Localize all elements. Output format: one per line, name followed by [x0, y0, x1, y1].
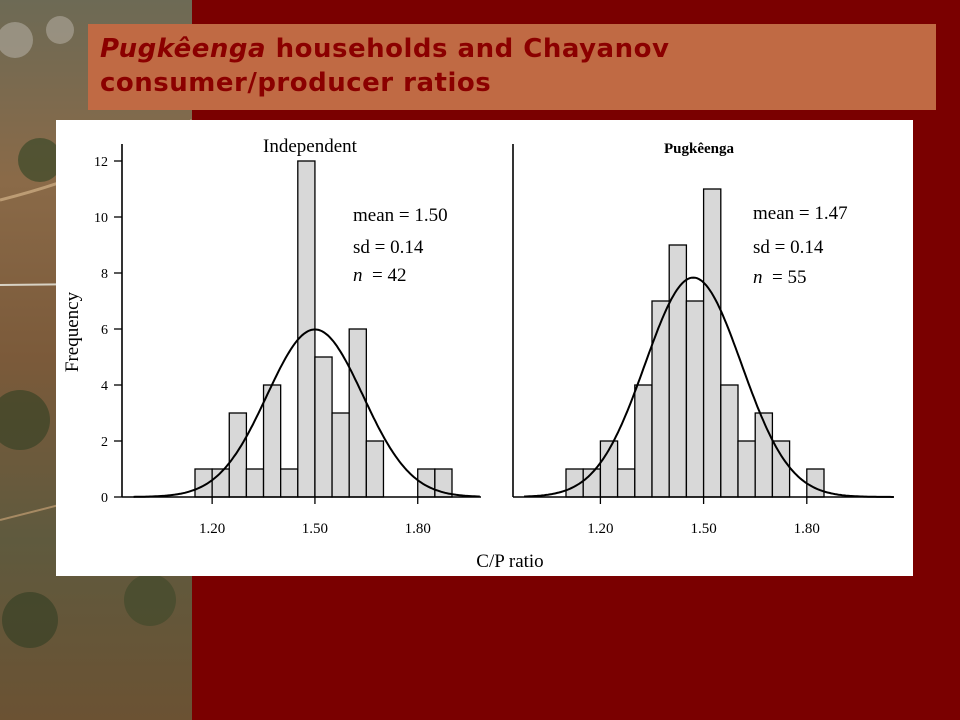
- right-n-value: = 55: [772, 267, 806, 288]
- right-n-label: n: [753, 267, 763, 288]
- histogram-bar: [806, 468, 825, 498]
- slide-title-rest: households and Chayanov consumer/produce…: [100, 34, 670, 98]
- x-tick-label: 1.80: [405, 521, 431, 537]
- y-axis-label: Frequency: [62, 291, 83, 372]
- x-tick-label: 1.20: [199, 521, 225, 537]
- histogram-bar: [331, 412, 350, 498]
- y-tick-label: 2: [101, 435, 108, 450]
- histogram-bar: [651, 300, 670, 498]
- right-normal-curve: [524, 276, 894, 498]
- left-n-value: = 42: [372, 265, 406, 286]
- histogram-bar: [348, 328, 367, 498]
- left-chart-title: Independent: [263, 136, 358, 157]
- histogram-bar: [771, 440, 791, 498]
- histogram-bar: [365, 440, 385, 498]
- histogram-bar: [262, 384, 282, 498]
- histogram-bar: [280, 468, 299, 498]
- x-tick-label: 1.50: [302, 521, 328, 537]
- slide-title-bar: Pugkêenga households and Chayanov consum…: [88, 24, 936, 110]
- histogram-bar: [616, 468, 636, 498]
- x-tick-label: 1.80: [794, 521, 820, 537]
- x-tick-label: 1.20: [587, 521, 613, 537]
- histogram-bar: [314, 356, 333, 498]
- histogram-bar: [634, 384, 653, 498]
- left-n-label: n: [353, 265, 363, 286]
- histogram-bar: [737, 440, 756, 498]
- right-chart-title: Pugkêenga: [664, 141, 735, 157]
- y-tick-label: 0: [101, 491, 108, 506]
- slide-title-italic: Pugkêenga: [100, 34, 267, 64]
- left-mean-label: mean = 1.50: [353, 205, 448, 226]
- histogram-bar: [228, 412, 248, 498]
- y-tick-label: 10: [94, 211, 108, 226]
- right-sd-label: sd = 0.14: [753, 237, 824, 258]
- y-tick-label: 6: [101, 323, 108, 338]
- left-sd-label: sd = 0.14: [353, 237, 424, 258]
- right-mean-label: mean = 1.47: [753, 203, 848, 224]
- right-histogram: 1.20 1.50 1.80 Pugkêenga mean = 1.47 sd = …: [512, 141, 894, 537]
- histogram-bar: [754, 412, 774, 498]
- histogram-bar: [245, 468, 265, 498]
- x-axis-label: C/P ratio: [476, 551, 543, 572]
- histogram-bar: [702, 188, 722, 498]
- y-tick-label: 8: [101, 267, 108, 282]
- y-tick-label: 4: [101, 379, 108, 394]
- y-tick-label: 12: [94, 155, 108, 170]
- histogram-figure: 0 2 4 6 8 10 12 1.20 1.50 1.80 Independent mean =…: [62, 136, 894, 572]
- histogram-bar: [720, 384, 739, 498]
- chart-panel: 0 2 4 6 8 10 12 1.20 1.50 1.80 Independent mean =…: [56, 120, 913, 576]
- left-normal-curve: [133, 328, 480, 498]
- histogram-bar: [685, 300, 705, 498]
- x-tick-label: 1.50: [690, 521, 716, 537]
- left-histogram: 0 2 4 6 8 10 12 1.20 1.50 1.80 Independent mean =…: [62, 136, 481, 537]
- slide-title: Pugkêenga households and Chayanov consum…: [100, 32, 924, 100]
